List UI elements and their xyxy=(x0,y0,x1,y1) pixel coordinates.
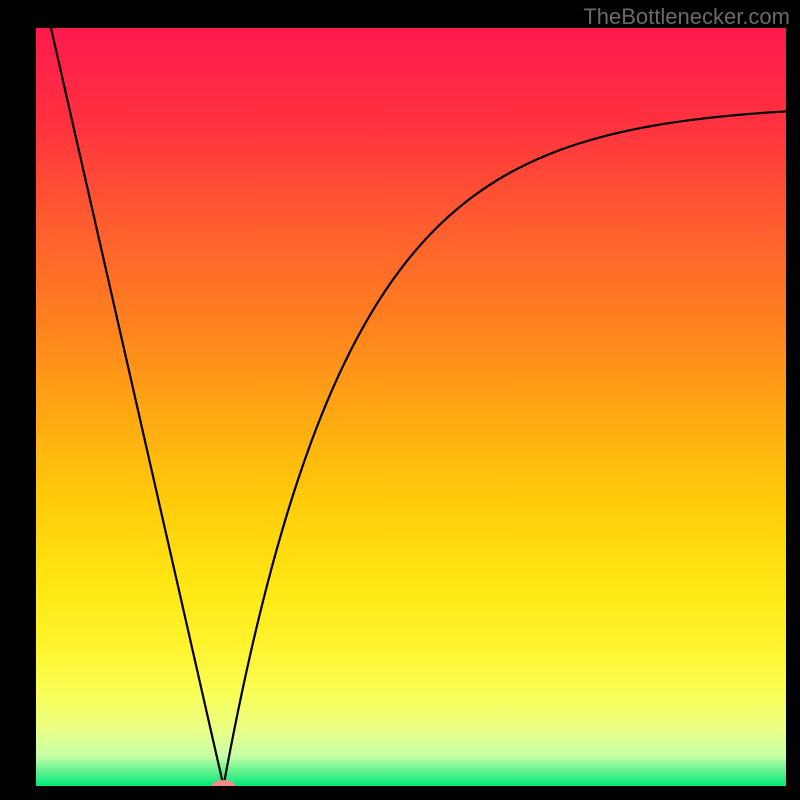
watermark-text: TheBottlenecker.com xyxy=(583,4,790,30)
chart-svg xyxy=(36,28,786,786)
chart-area xyxy=(36,28,786,786)
gradient-background xyxy=(36,28,786,786)
